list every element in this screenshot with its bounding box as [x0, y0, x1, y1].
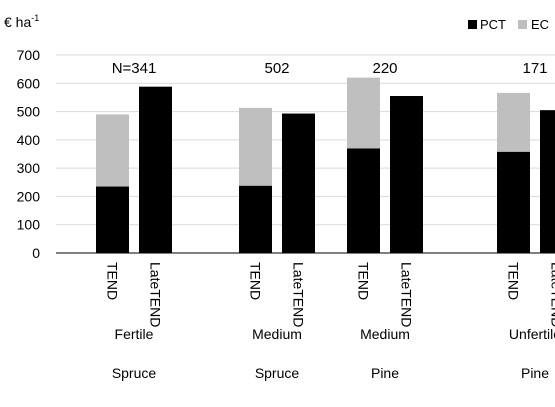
group-label-line2: Spruce: [112, 365, 157, 381]
legend-swatch-pct: [468, 20, 477, 29]
y-tick-label: 100: [17, 217, 41, 233]
group-label-line1: Medium: [360, 326, 410, 342]
n-label: N=341: [112, 60, 157, 77]
group-label-line1: Fertile: [115, 326, 154, 342]
group-label-line2: Spruce: [255, 365, 300, 381]
group-label-line2: Pine: [521, 365, 549, 381]
bar-ec: [347, 77, 380, 149]
y-axis-label-exponent: -1: [31, 13, 39, 23]
group-label-line2: Pine: [371, 365, 399, 381]
y-tick-label: 700: [17, 47, 41, 63]
legend: PCT EC: [468, 17, 549, 32]
legend-label-pct: PCT: [480, 17, 506, 32]
x-tick-label: LateTEND: [399, 262, 415, 327]
legend-swatch-ec: [518, 20, 527, 29]
bar-pct: [139, 86, 172, 254]
y-tick-label: 600: [17, 75, 41, 91]
bar-pct: [497, 151, 530, 253]
bar-pct: [239, 185, 272, 253]
y-axis-label-text: € ha: [4, 14, 31, 30]
x-tick-label: TEND: [506, 262, 522, 300]
x-tick-label: TEND: [248, 262, 264, 300]
x-tick-label: TEND: [105, 262, 121, 300]
y-axis: 0 100 200 300 400 500 600 700: [17, 47, 555, 261]
group-label-line1: Medium: [252, 326, 302, 342]
bar-pct: [96, 186, 129, 253]
bar-ec: [96, 114, 129, 187]
y-axis-label: € ha-1: [4, 13, 39, 30]
n-label: 220: [372, 60, 397, 77]
y-tick-label: 200: [17, 188, 41, 204]
n-label: 171: [522, 60, 547, 77]
y-tick-label: 400: [17, 132, 41, 148]
y-tick-label: 500: [17, 104, 41, 120]
legend-label-ec: EC: [531, 17, 549, 32]
y-tick-label: 300: [17, 160, 41, 176]
x-tick-label: LateTEND: [291, 262, 307, 327]
x-tick-label: LateTEND: [148, 262, 164, 327]
x-tick-label: LateTEND: [549, 262, 555, 327]
bar-ec: [239, 107, 272, 186]
bar-pct: [390, 96, 423, 253]
bar-pct: [540, 110, 555, 254]
bars: [96, 77, 555, 254]
n-label: 502: [264, 60, 289, 77]
group-label-line1: Unfertile: [509, 326, 555, 342]
x-axis-labels: TEND LateTEND N=341 Fertile Spruce TEND LateTE…: [105, 60, 555, 381]
bar-pct: [347, 148, 380, 253]
bar-pct: [282, 113, 315, 254]
bar-ec: [497, 92, 530, 152]
y-tick-label: 0: [32, 245, 40, 261]
x-tick-label: TEND: [356, 262, 372, 300]
